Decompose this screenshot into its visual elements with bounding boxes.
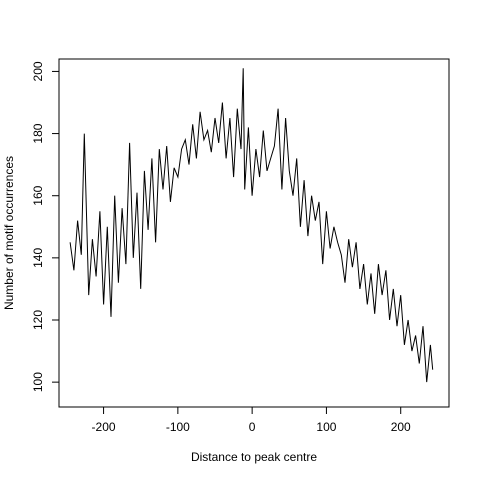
y-axis-title: Number of motif occurrences — [2, 156, 16, 310]
series-layer — [69, 68, 434, 383]
x-tick-label: 100 — [316, 420, 336, 434]
y-tick-label: 200 — [31, 61, 45, 81]
y-tick-label: 120 — [31, 310, 45, 330]
plot-box — [58, 58, 450, 408]
x-tick-label: 0 — [249, 420, 256, 434]
x-tick-label: -200 — [92, 420, 116, 434]
y-tick-label: 140 — [31, 248, 45, 268]
x-axis: -200 -100 0 100 200 — [92, 406, 411, 434]
x-tick-label: -100 — [166, 420, 190, 434]
y-tick-label: 160 — [31, 185, 45, 205]
x-tick-label: 200 — [391, 420, 411, 434]
series-line — [69, 68, 434, 383]
y-tick-label: 100 — [31, 372, 45, 392]
y-tick-label: 180 — [31, 123, 45, 143]
y-axis: 100 120 140 160 180 200 — [31, 61, 60, 392]
x-axis-title: Distance to peak centre — [191, 450, 317, 464]
